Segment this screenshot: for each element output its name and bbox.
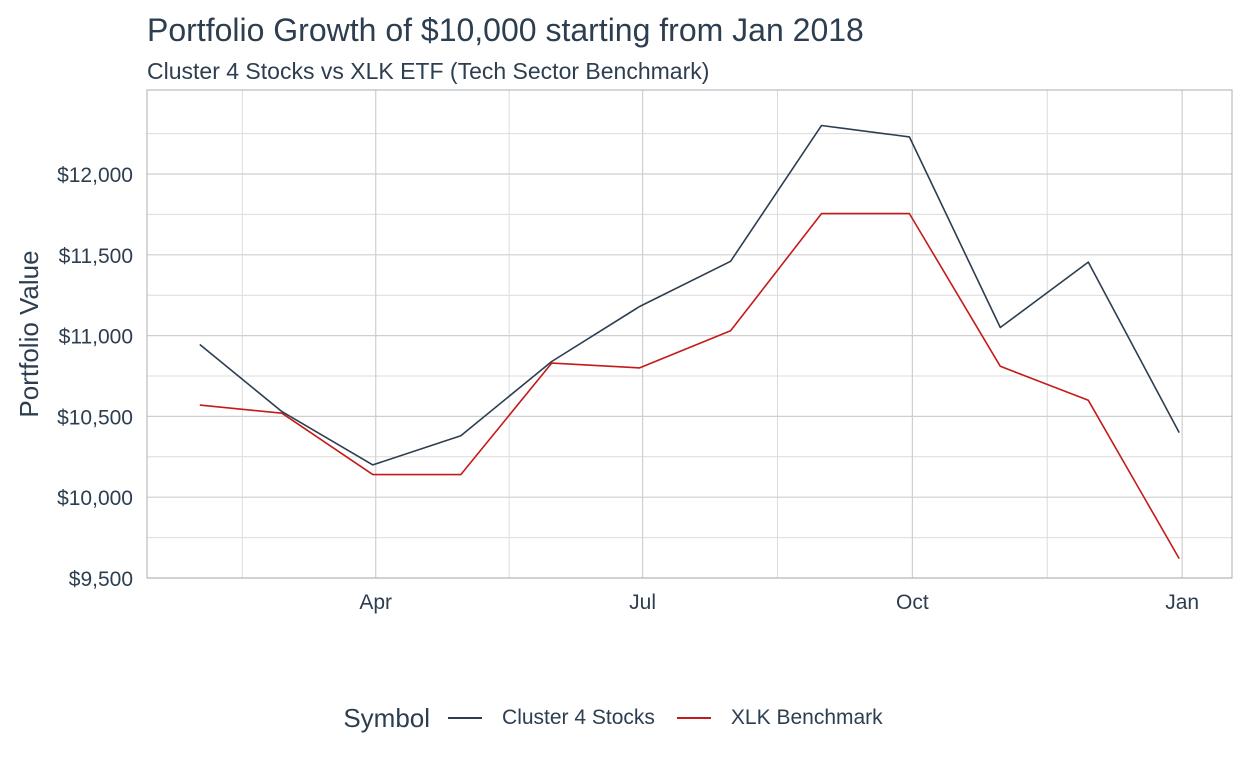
x-tick-label: Oct xyxy=(896,591,929,614)
series-line-xlk-benchmark xyxy=(199,212,1180,559)
series-lines xyxy=(199,124,1180,559)
legend-title: Symbol xyxy=(343,702,431,733)
y-tick-label: $11,000 xyxy=(59,326,133,349)
x-tick-label: Apr xyxy=(359,591,392,614)
legend-key-cluster xyxy=(448,717,483,719)
line-chart: $9,500 $10,000 $10,500 $11,000 $11,500 $12,00… xyxy=(14,89,1233,614)
y-tick-label: $12,000 xyxy=(57,164,133,187)
series-line-cluster-4-stocks xyxy=(199,124,1180,466)
legend: Symbol Cluster 4 Stocks XLK Benchmark xyxy=(0,700,1248,736)
y-axis-label: Portfolio Value xyxy=(14,250,44,417)
y-tick-label: $11,500 xyxy=(59,245,133,268)
legend-label-cluster: Cluster 4 Stocks xyxy=(502,706,655,729)
x-tick-label: Jul xyxy=(629,591,656,614)
grid-major xyxy=(147,90,1232,579)
legend-item-cluster: Cluster 4 Stocks xyxy=(448,706,655,730)
y-tick-label: $10,500 xyxy=(57,406,133,429)
chart-subtitle: Cluster 4 Stocks vs XLK ETF (Tech Sector… xyxy=(147,58,710,84)
x-tick-label: Jan xyxy=(1165,591,1199,614)
legend-label-xlk: XLK Benchmark xyxy=(730,706,883,729)
chart-title: Portfolio Growth of $10,000 starting fro… xyxy=(147,12,864,48)
y-axis: $9,500 $10,000 $10,500 $11,000 $11,500 $12,00… xyxy=(57,164,133,591)
legend-item-xlk: XLK Benchmark xyxy=(676,706,883,730)
x-axis: Apr Jul Oct Jan xyxy=(359,591,1199,614)
plot-panel-border xyxy=(146,89,1233,579)
grid-minor xyxy=(147,90,1232,578)
y-tick-label: $10,000 xyxy=(57,487,133,510)
y-tick-label: $9,500 xyxy=(69,568,133,591)
legend-key-xlk xyxy=(676,717,711,719)
